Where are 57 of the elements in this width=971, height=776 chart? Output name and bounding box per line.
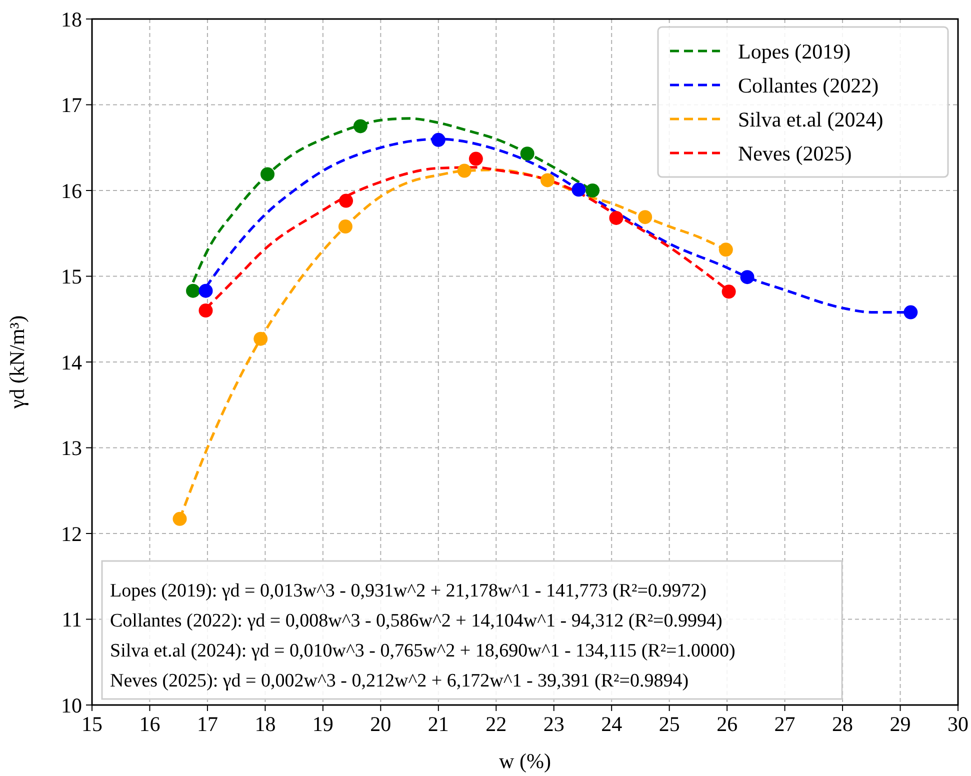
annotation: Silva et.al (2024): γd = 0,010w^3 - 0,765w^2 + 18,690w^1 - 134,115 (R²=1.0000) <box>110 640 736 662</box>
point <box>740 270 754 284</box>
y-tick-label: 12 <box>61 522 82 546</box>
point <box>540 173 555 188</box>
point <box>339 194 354 208</box>
x-tick-label: 15 <box>82 712 102 736</box>
y-tick-label: 17 <box>61 93 82 118</box>
x-tick-label: 17 <box>196 712 218 736</box>
x-tick-label: 22 <box>486 712 507 736</box>
x-tick-label: 29 <box>890 712 911 736</box>
point <box>338 220 352 234</box>
x-tick-label: 30 <box>948 712 968 736</box>
point <box>572 182 586 197</box>
point <box>586 184 600 198</box>
point <box>520 146 534 161</box>
y-tick-label: 13 <box>61 436 82 460</box>
y-axis-title: γd (kN/m³) <box>5 315 29 410</box>
point <box>198 304 213 318</box>
point <box>609 210 624 225</box>
annotation: Neves (2025): γd = 0,002w^3 - 0,212w^2 + 6,172w^1 - 39,391 (R²=0.9894) <box>110 670 689 692</box>
point <box>468 152 483 166</box>
x-axis-title: w (%) <box>499 749 551 773</box>
x-tick-label: 28 <box>832 712 854 736</box>
point <box>638 210 652 224</box>
point <box>198 284 213 298</box>
x-tick-label: 23 <box>543 712 564 736</box>
x-tick-label: 21 <box>428 712 449 736</box>
x-tick-label: 20 <box>370 712 392 736</box>
legend-label: Collantes (2022) <box>738 73 879 98</box>
y-tick-label: 15 <box>61 264 82 289</box>
legend-label: Neves (2025) <box>738 141 852 166</box>
y-tick-label: 11 <box>62 608 82 632</box>
legend-label: Silva et.al (2024) <box>738 107 884 132</box>
x-tick-label: 24 <box>601 712 623 736</box>
x-tick-label: 18 <box>254 712 276 736</box>
point <box>904 305 918 320</box>
legend-label: Lopes (2019) <box>738 39 851 64</box>
y-tick-label: 16 <box>61 178 82 203</box>
point <box>431 132 446 147</box>
x-tick-label: 26 <box>716 712 738 736</box>
point <box>718 242 733 257</box>
y-tick-label: 18 <box>61 7 82 32</box>
y-tick-label: 14 <box>61 350 82 374</box>
point <box>457 164 472 178</box>
point <box>353 119 368 134</box>
point <box>722 284 736 299</box>
point <box>172 512 187 526</box>
annotation: Lopes (2019): γd = 0,013w^3 - 0,931w^2 + 21,178w^1 - 141,773 (R²=0.9972) <box>110 580 706 602</box>
point <box>260 167 275 182</box>
annotation: Collantes (2022): γd = 0,008w^3 - 0,586w^2 + 14,104w^1 - 94,312 (R²=0.9994) <box>110 610 722 632</box>
x-tick-label: 27 <box>774 712 796 736</box>
point <box>186 284 200 298</box>
x-tick-label: 25 <box>658 712 680 736</box>
y-tick-label: 10 <box>61 693 82 718</box>
point <box>254 332 268 346</box>
x-tick-label: 16 <box>139 712 160 736</box>
x-tick-label: 19 <box>312 712 334 736</box>
